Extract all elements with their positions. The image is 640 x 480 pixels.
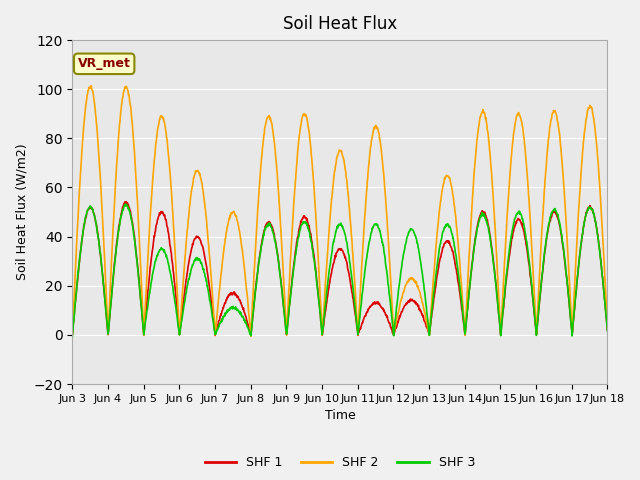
- SHF 1: [68, 332, 76, 337]
- SHF 2: [424, 324, 431, 330]
- SHF 1: [248, 321, 256, 326]
- Line: SHF 2: SHF 2: [72, 86, 607, 336]
- Line: SHF 3: SHF 3: [72, 204, 607, 336]
- X-axis label: Time: Time: [324, 409, 355, 422]
- SHF 3: [540, 252, 548, 258]
- SHF 2: [604, 324, 611, 330]
- SHF 3: [248, 326, 255, 332]
- Title: Soil Heat Flux: Soil Heat Flux: [283, 15, 397, 33]
- SHF 2: [68, 332, 76, 337]
- SHF 1: [424, 325, 431, 331]
- SHF 3: [604, 328, 611, 334]
- SHF 3: [175, 327, 182, 333]
- SHF 3: [122, 201, 129, 207]
- Y-axis label: Soil Heat Flux (W/m2): Soil Heat Flux (W/m2): [15, 144, 28, 280]
- SHF 2: [87, 83, 95, 89]
- SHF 3: [423, 312, 431, 318]
- SHF 2: [247, 334, 255, 339]
- SHF 1: [493, 296, 501, 302]
- SHF 2: [541, 185, 548, 191]
- SHF 1: [122, 199, 130, 204]
- SHF 2: [248, 311, 256, 316]
- Legend: SHF 1, SHF 2, SHF 3: SHF 1, SHF 2, SHF 3: [200, 451, 480, 474]
- SHF 1: [211, 333, 219, 338]
- SHF 3: [68, 334, 76, 339]
- SHF 2: [188, 186, 196, 192]
- SHF 1: [188, 245, 196, 251]
- Line: SHF 1: SHF 1: [72, 202, 607, 336]
- SHF 2: [493, 266, 501, 272]
- SHF 3: [493, 295, 501, 300]
- Text: VR_met: VR_met: [77, 57, 131, 70]
- SHF 2: [175, 318, 182, 324]
- SHF 1: [604, 327, 611, 333]
- SHF 1: [175, 324, 182, 330]
- SHF 3: [188, 264, 196, 270]
- SHF 1: [541, 250, 548, 256]
